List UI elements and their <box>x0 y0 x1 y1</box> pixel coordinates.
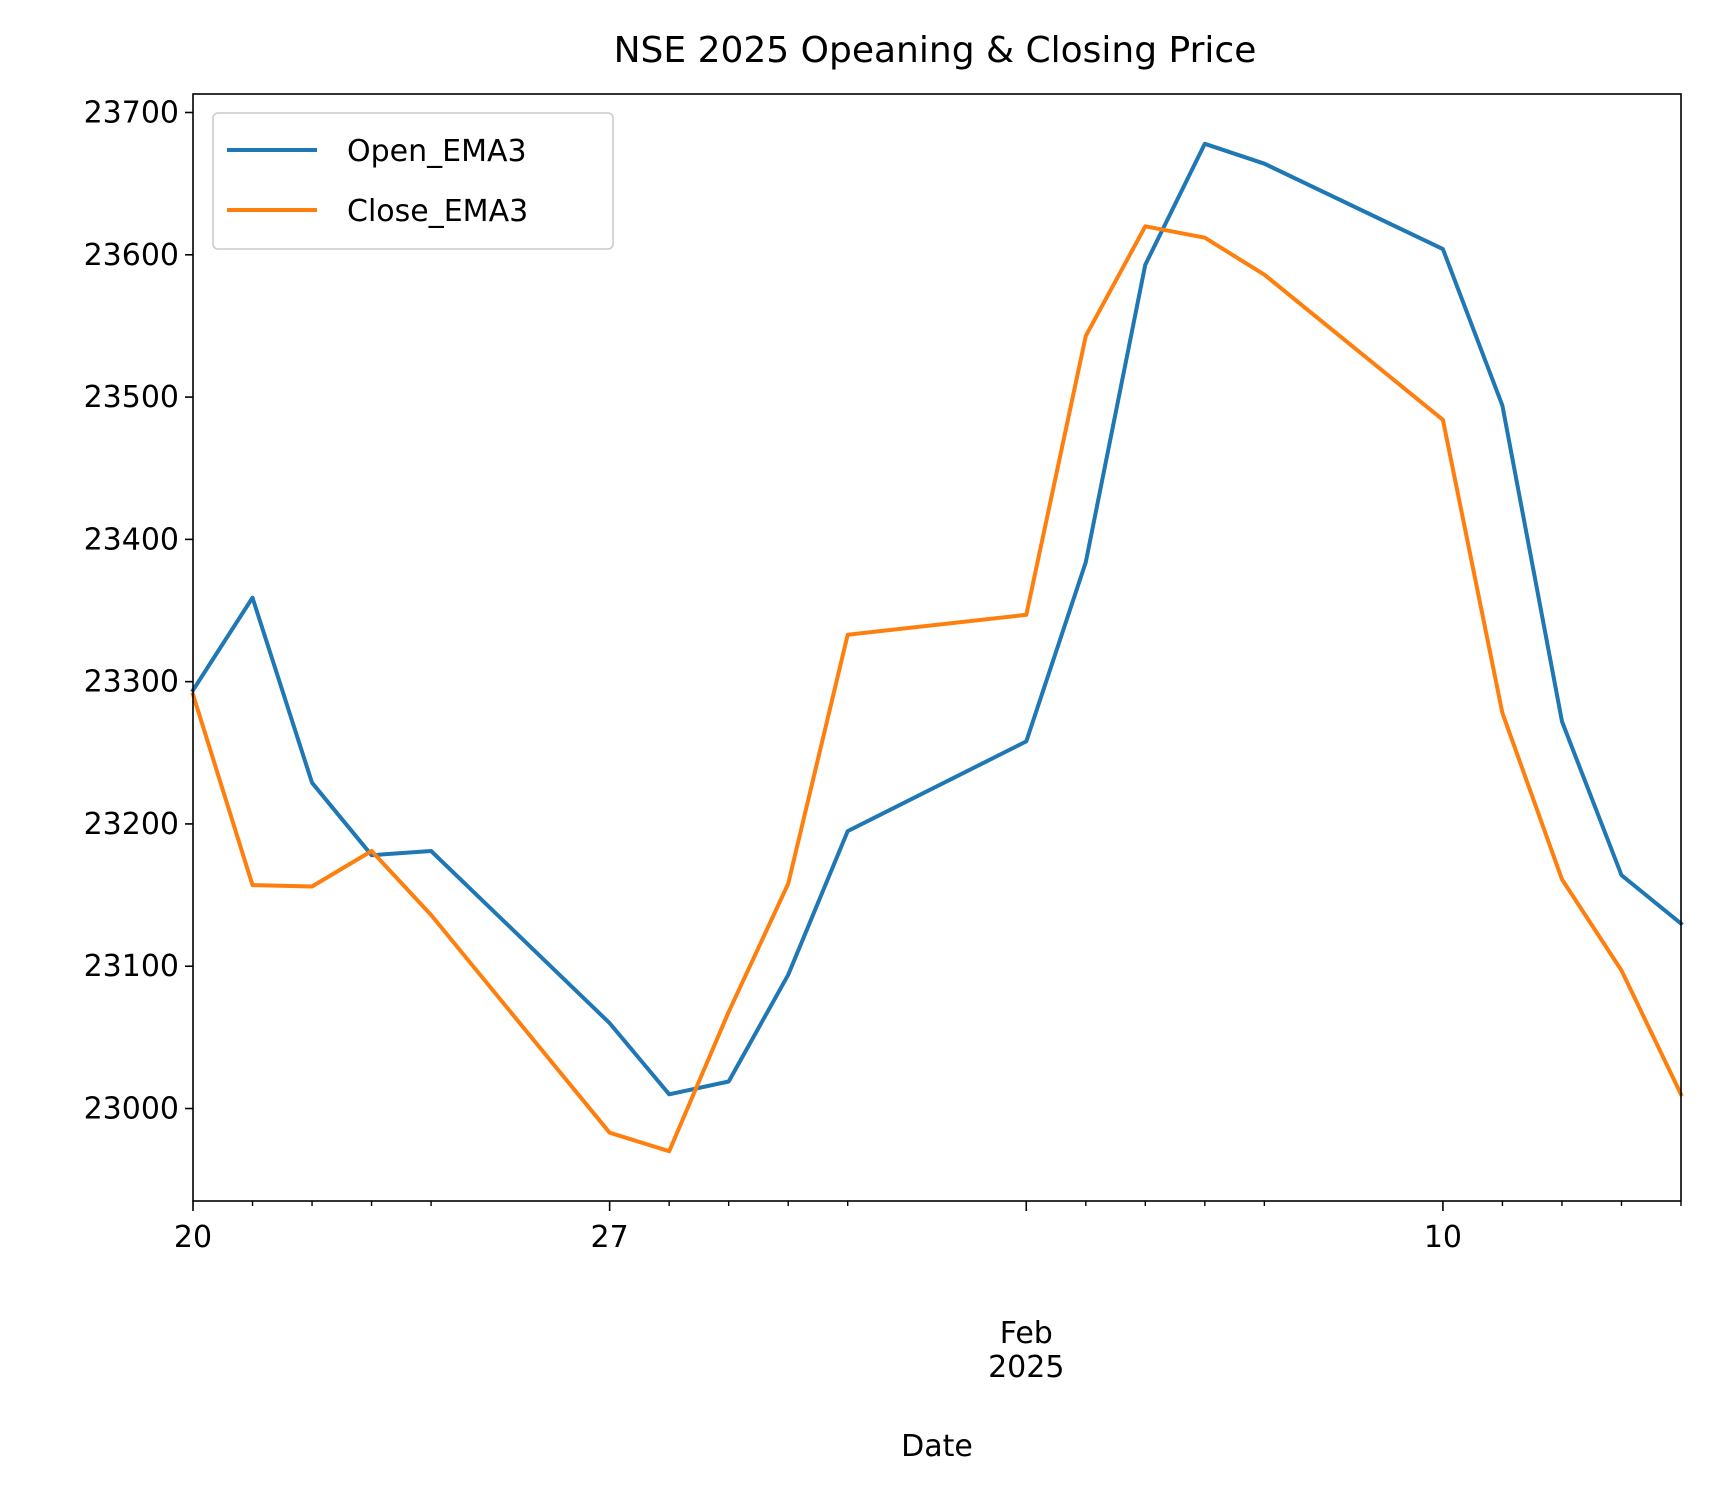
legend-label: Open_EMA3 <box>347 134 527 169</box>
legend-label: Close_EMA3 <box>347 194 528 229</box>
chart-title: NSE 2025 Opeaning & Closing Price <box>614 30 1257 71</box>
y-tick-label: 23300 <box>84 665 179 700</box>
x-tick-label: 20 <box>174 1220 212 1255</box>
y-tick-label: 23700 <box>84 95 179 130</box>
y-tick-label: 23000 <box>84 1092 179 1127</box>
y-tick-label: 23500 <box>84 380 179 415</box>
y-tick-label: 23200 <box>84 807 179 842</box>
y-axis: 23000 23100 23200 23300 23400 23500 23600 23700 <box>84 95 193 1127</box>
series-line-close-ema3 <box>190 224 1684 1154</box>
plot-frame <box>192 93 1682 1202</box>
series-layer <box>190 141 1684 1154</box>
y-tick-label: 23400 <box>84 522 179 557</box>
x-month-label: Feb <box>1000 1316 1053 1351</box>
legend-box <box>212 112 614 250</box>
x-axis-title: Date <box>901 1429 973 1464</box>
y-tick-label: 23100 <box>84 949 179 984</box>
legend: Open_EMA3 Close_EMA3 <box>212 112 614 250</box>
x-year-label: 2025 <box>988 1350 1064 1385</box>
series-line-open-ema3 <box>190 141 1684 1097</box>
y-tick-label: 23600 <box>84 238 179 273</box>
x-tick-label: 10 <box>1424 1220 1462 1255</box>
x-tick-label: 27 <box>591 1220 629 1255</box>
